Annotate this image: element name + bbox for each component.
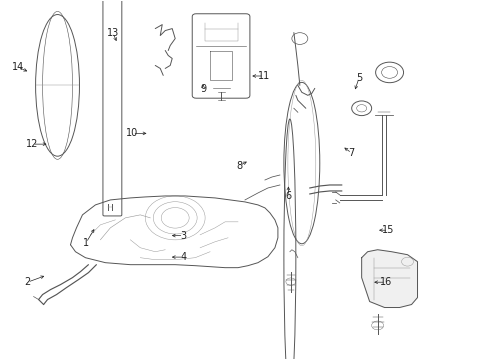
Text: 16: 16 [379, 277, 391, 287]
Text: 9: 9 [200, 84, 206, 94]
Text: 12: 12 [26, 139, 39, 149]
Text: 11: 11 [257, 71, 269, 81]
Text: 2: 2 [24, 277, 31, 287]
Text: 4: 4 [180, 252, 186, 262]
Text: 15: 15 [382, 225, 394, 235]
Text: 7: 7 [348, 148, 354, 158]
Text: 14: 14 [12, 62, 24, 72]
Text: 5: 5 [355, 73, 362, 83]
Polygon shape [361, 250, 417, 307]
Text: 13: 13 [106, 28, 119, 38]
Text: 10: 10 [126, 129, 138, 138]
Text: 6: 6 [285, 191, 291, 201]
Text: 8: 8 [236, 161, 242, 171]
Text: 1: 1 [83, 238, 89, 248]
Text: 3: 3 [180, 231, 186, 240]
